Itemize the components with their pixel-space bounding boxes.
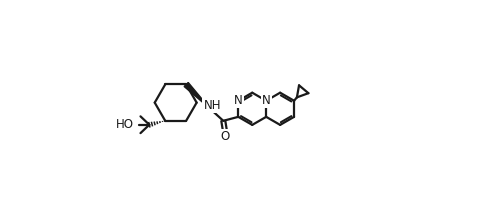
Text: N: N (234, 94, 243, 107)
Text: HO: HO (116, 118, 134, 131)
Text: N: N (262, 94, 271, 107)
Text: NH: NH (204, 99, 221, 112)
Polygon shape (184, 82, 210, 109)
Text: O: O (221, 130, 230, 143)
